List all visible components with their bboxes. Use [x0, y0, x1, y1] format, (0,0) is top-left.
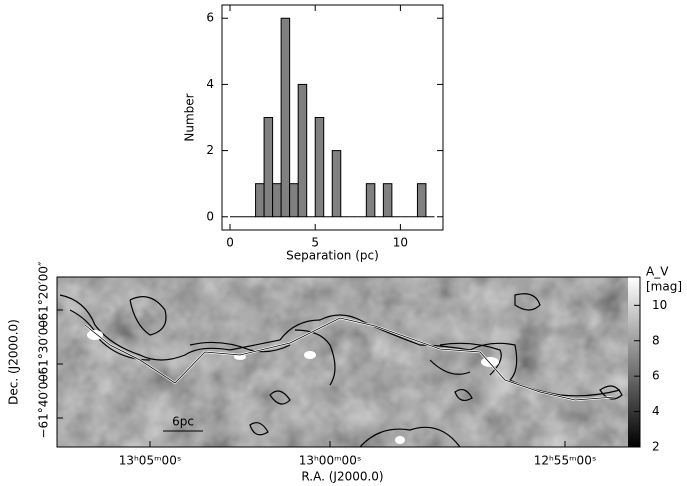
- x-axis-label: R.A. (J2000.0): [301, 470, 383, 484]
- y-tick-label: −61°30′00″: [37, 315, 51, 385]
- colorbar-tick-label: 8: [652, 333, 660, 347]
- bar: [365, 183, 376, 218]
- map-frame: [56, 276, 641, 448]
- bar: [297, 83, 308, 218]
- bar: [416, 183, 427, 218]
- y-tick-label: −61°40′00″: [37, 369, 51, 439]
- y-tick-label: −61°20′00″: [37, 261, 51, 331]
- plot-frame: [221, 4, 444, 231]
- scale-label: 6pc: [172, 415, 194, 429]
- colorbar-unit: [mag]: [646, 280, 682, 294]
- y-tick-label: 6: [206, 11, 214, 25]
- x-tick-label: 5: [311, 236, 319, 250]
- bar: [289, 183, 299, 218]
- x-tick-label: 13ʰ05ᵐ00ˢ: [119, 454, 182, 468]
- y-tick-label: 2: [206, 143, 214, 157]
- bar: [280, 17, 291, 218]
- extinction-map: [57, 277, 628, 447]
- colorbar: [628, 277, 640, 447]
- bar: [272, 183, 282, 218]
- bar: [263, 117, 274, 218]
- y-axis-label: Number: [183, 93, 197, 141]
- colorbar-label: A_V: [646, 265, 669, 279]
- colorbar-tick-label: 10: [652, 298, 667, 312]
- x-axis-label: Separation (pc): [286, 249, 379, 263]
- y-tick-label: 0: [206, 209, 214, 223]
- y-axis-label: Dec. (J2000.0): [7, 319, 21, 405]
- colorbar-tick-label: 2: [652, 440, 660, 454]
- x-tick-label: 10: [393, 236, 408, 250]
- colorbar-tick-label: 6: [652, 369, 660, 383]
- x-tick-label: 12ʰ55ᵐ00ˢ: [534, 454, 597, 468]
- x-tick-label: 0: [226, 236, 234, 250]
- y-tick-label: 4: [206, 77, 214, 91]
- bar: [382, 183, 393, 218]
- bar: [331, 150, 342, 218]
- bar: [255, 183, 265, 218]
- colorbar-tick-label: 4: [652, 404, 660, 418]
- x-tick-label: 13ʰ00ᵐ00ˢ: [299, 454, 362, 468]
- bar: [314, 117, 325, 218]
